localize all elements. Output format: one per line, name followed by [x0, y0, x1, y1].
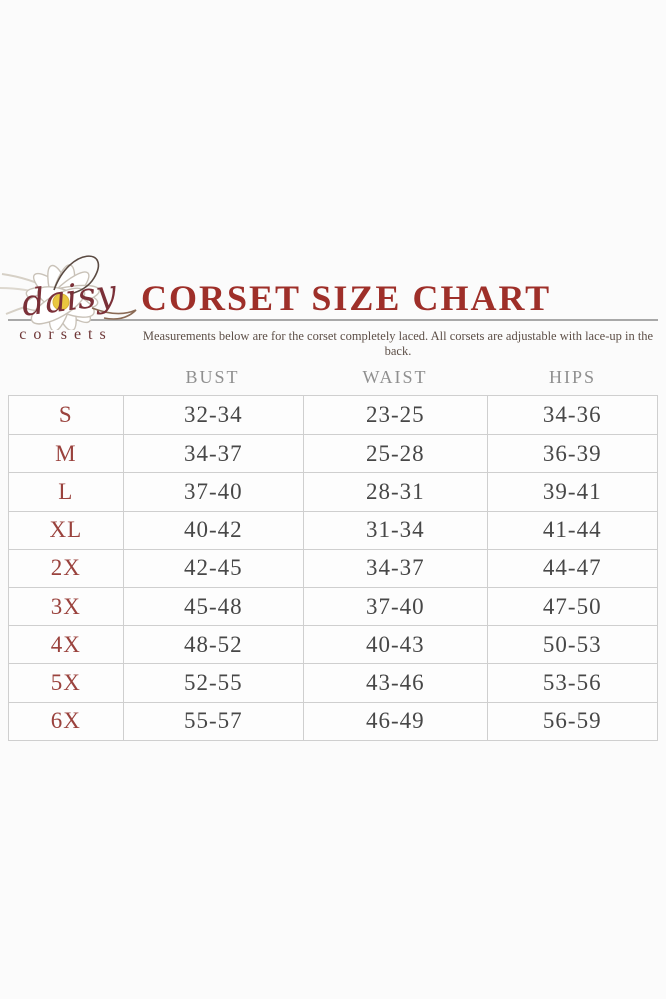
size-cell: 3X [50, 593, 81, 619]
bust-cell: 48-52 [122, 626, 303, 664]
size-cell: S [58, 402, 73, 428]
size-chart-table: S 32-34 23-25 34-36 M 34-37 25-28 36-39 L 37-40 28… [8, 395, 658, 741]
chart-subtitle: Measurements below are for the corset co… [142, 329, 654, 358]
table-row: 4X 48-52 40-43 50-53 [9, 625, 657, 664]
logo-corsets-text: corsets [19, 326, 113, 343]
waist-cell: 37-40 [303, 587, 486, 626]
waist-cell: 31-34 [303, 511, 486, 549]
bust-cell: 55-57 [122, 702, 303, 740]
hips-cell: 50-53 [486, 626, 657, 664]
table-row: XL 40-42 31-34 41-44 [9, 510, 657, 549]
table-row: 3X 45-48 37-40 47-50 [9, 586, 657, 626]
bust-cell: 52-55 [122, 664, 303, 702]
page-title: CORSET SIZE CHART [141, 278, 552, 318]
bust-cell: 45-48 [122, 587, 303, 626]
hips-cell: 41-44 [486, 511, 657, 549]
waist-cell: 25-28 [303, 435, 486, 473]
table-row: S 32-34 23-25 34-36 [9, 396, 657, 435]
size-cell: XL [49, 517, 83, 543]
size-cell: M [55, 440, 77, 466]
waist-cell: 34-37 [303, 549, 486, 587]
size-cell: L [58, 478, 74, 504]
hips-cell: 56-59 [486, 702, 657, 740]
table-row: 2X 42-45 34-37 44-47 [9, 548, 657, 587]
waist-cell: 46-49 [303, 702, 486, 740]
hips-cell: 36-39 [486, 435, 657, 473]
size-cell: 5X [50, 669, 81, 695]
daisy-center-icon [52, 293, 70, 311]
hips-cell: 47-50 [486, 587, 657, 626]
waist-column-header: WAIST [362, 366, 428, 387]
header-divider-line [8, 319, 658, 321]
table-column-headers: BUST WAIST HIPS [8, 362, 658, 392]
daisy-corsets-logo-icon: daisy [0, 255, 137, 330]
table-row: M 34-37 25-28 36-39 [9, 434, 657, 473]
waist-cell: 28-31 [303, 473, 486, 511]
bust-cell: 40-42 [122, 511, 303, 549]
hips-cell: 44-47 [486, 549, 657, 587]
waist-cell: 43-46 [303, 664, 486, 702]
size-cell: 4X [50, 631, 81, 657]
hips-column-header: HIPS [548, 366, 596, 387]
bust-column-header: BUST [185, 366, 240, 387]
table-row: 6X 55-57 46-49 56-59 [9, 701, 657, 740]
bust-cell: 42-45 [122, 549, 303, 587]
bust-cell: 32-34 [122, 396, 303, 435]
hips-cell: 34-36 [486, 396, 657, 435]
table-row: L 37-40 28-31 39-41 [9, 472, 657, 511]
bust-cell: 34-37 [122, 435, 303, 473]
hips-cell: 53-56 [486, 664, 657, 702]
size-cell: 6X [50, 708, 81, 734]
waist-cell: 40-43 [303, 626, 486, 664]
table-row: 5X 52-55 43-46 53-56 [9, 663, 657, 702]
hips-cell: 39-41 [486, 473, 657, 511]
bust-cell: 37-40 [122, 473, 303, 511]
size-cell: 2X [50, 555, 81, 581]
waist-cell: 23-25 [303, 396, 486, 435]
